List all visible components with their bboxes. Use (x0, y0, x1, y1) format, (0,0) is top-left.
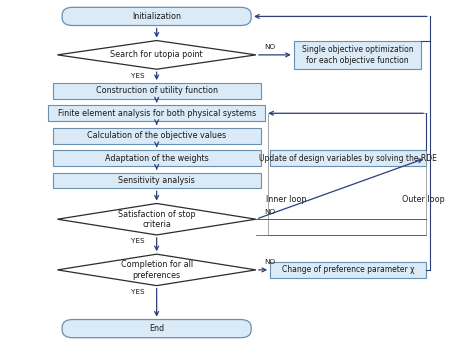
Polygon shape (57, 254, 256, 286)
Text: Adaptation of the weights: Adaptation of the weights (105, 153, 209, 163)
Bar (270, 150, 426, 166)
Text: NO: NO (264, 259, 276, 265)
Polygon shape (57, 41, 256, 69)
Text: Outer loop: Outer loop (402, 196, 445, 205)
Text: Satisfaction of stop
criteria: Satisfaction of stop criteria (118, 210, 195, 229)
Text: NO: NO (264, 208, 276, 214)
Bar (53, 83, 261, 99)
Text: Update of design variables by solving the RDE: Update of design variables by solving th… (259, 153, 437, 163)
Bar (294, 41, 421, 68)
Text: Sensitivity analysis: Sensitivity analysis (118, 176, 195, 185)
Bar (268, 113, 426, 235)
Text: Construction of utility function: Construction of utility function (96, 86, 218, 95)
Text: End: End (149, 324, 164, 333)
Text: Single objective optimization
for each objective function: Single objective optimization for each o… (302, 45, 413, 65)
Text: Change of preference parameter χ: Change of preference parameter χ (282, 265, 414, 274)
Text: Initialization: Initialization (132, 12, 181, 21)
Text: Calculation of the objective values: Calculation of the objective values (87, 131, 226, 140)
FancyBboxPatch shape (62, 319, 251, 338)
Polygon shape (57, 204, 256, 235)
Text: Search for utopia point: Search for utopia point (110, 51, 203, 59)
Text: NO: NO (264, 44, 276, 50)
Bar (48, 105, 265, 121)
Text: YES: YES (131, 238, 145, 244)
Text: YES: YES (131, 73, 145, 79)
Bar (53, 173, 261, 188)
Text: YES: YES (131, 289, 145, 295)
Bar (270, 262, 426, 278)
Text: Completion for all
preferences: Completion for all preferences (120, 260, 193, 280)
Bar (53, 128, 261, 144)
Text: Inner loop: Inner loop (266, 196, 307, 205)
Text: Finite element analysis for both physical systems: Finite element analysis for both physica… (58, 109, 255, 118)
Bar (53, 150, 261, 166)
FancyBboxPatch shape (62, 7, 251, 26)
